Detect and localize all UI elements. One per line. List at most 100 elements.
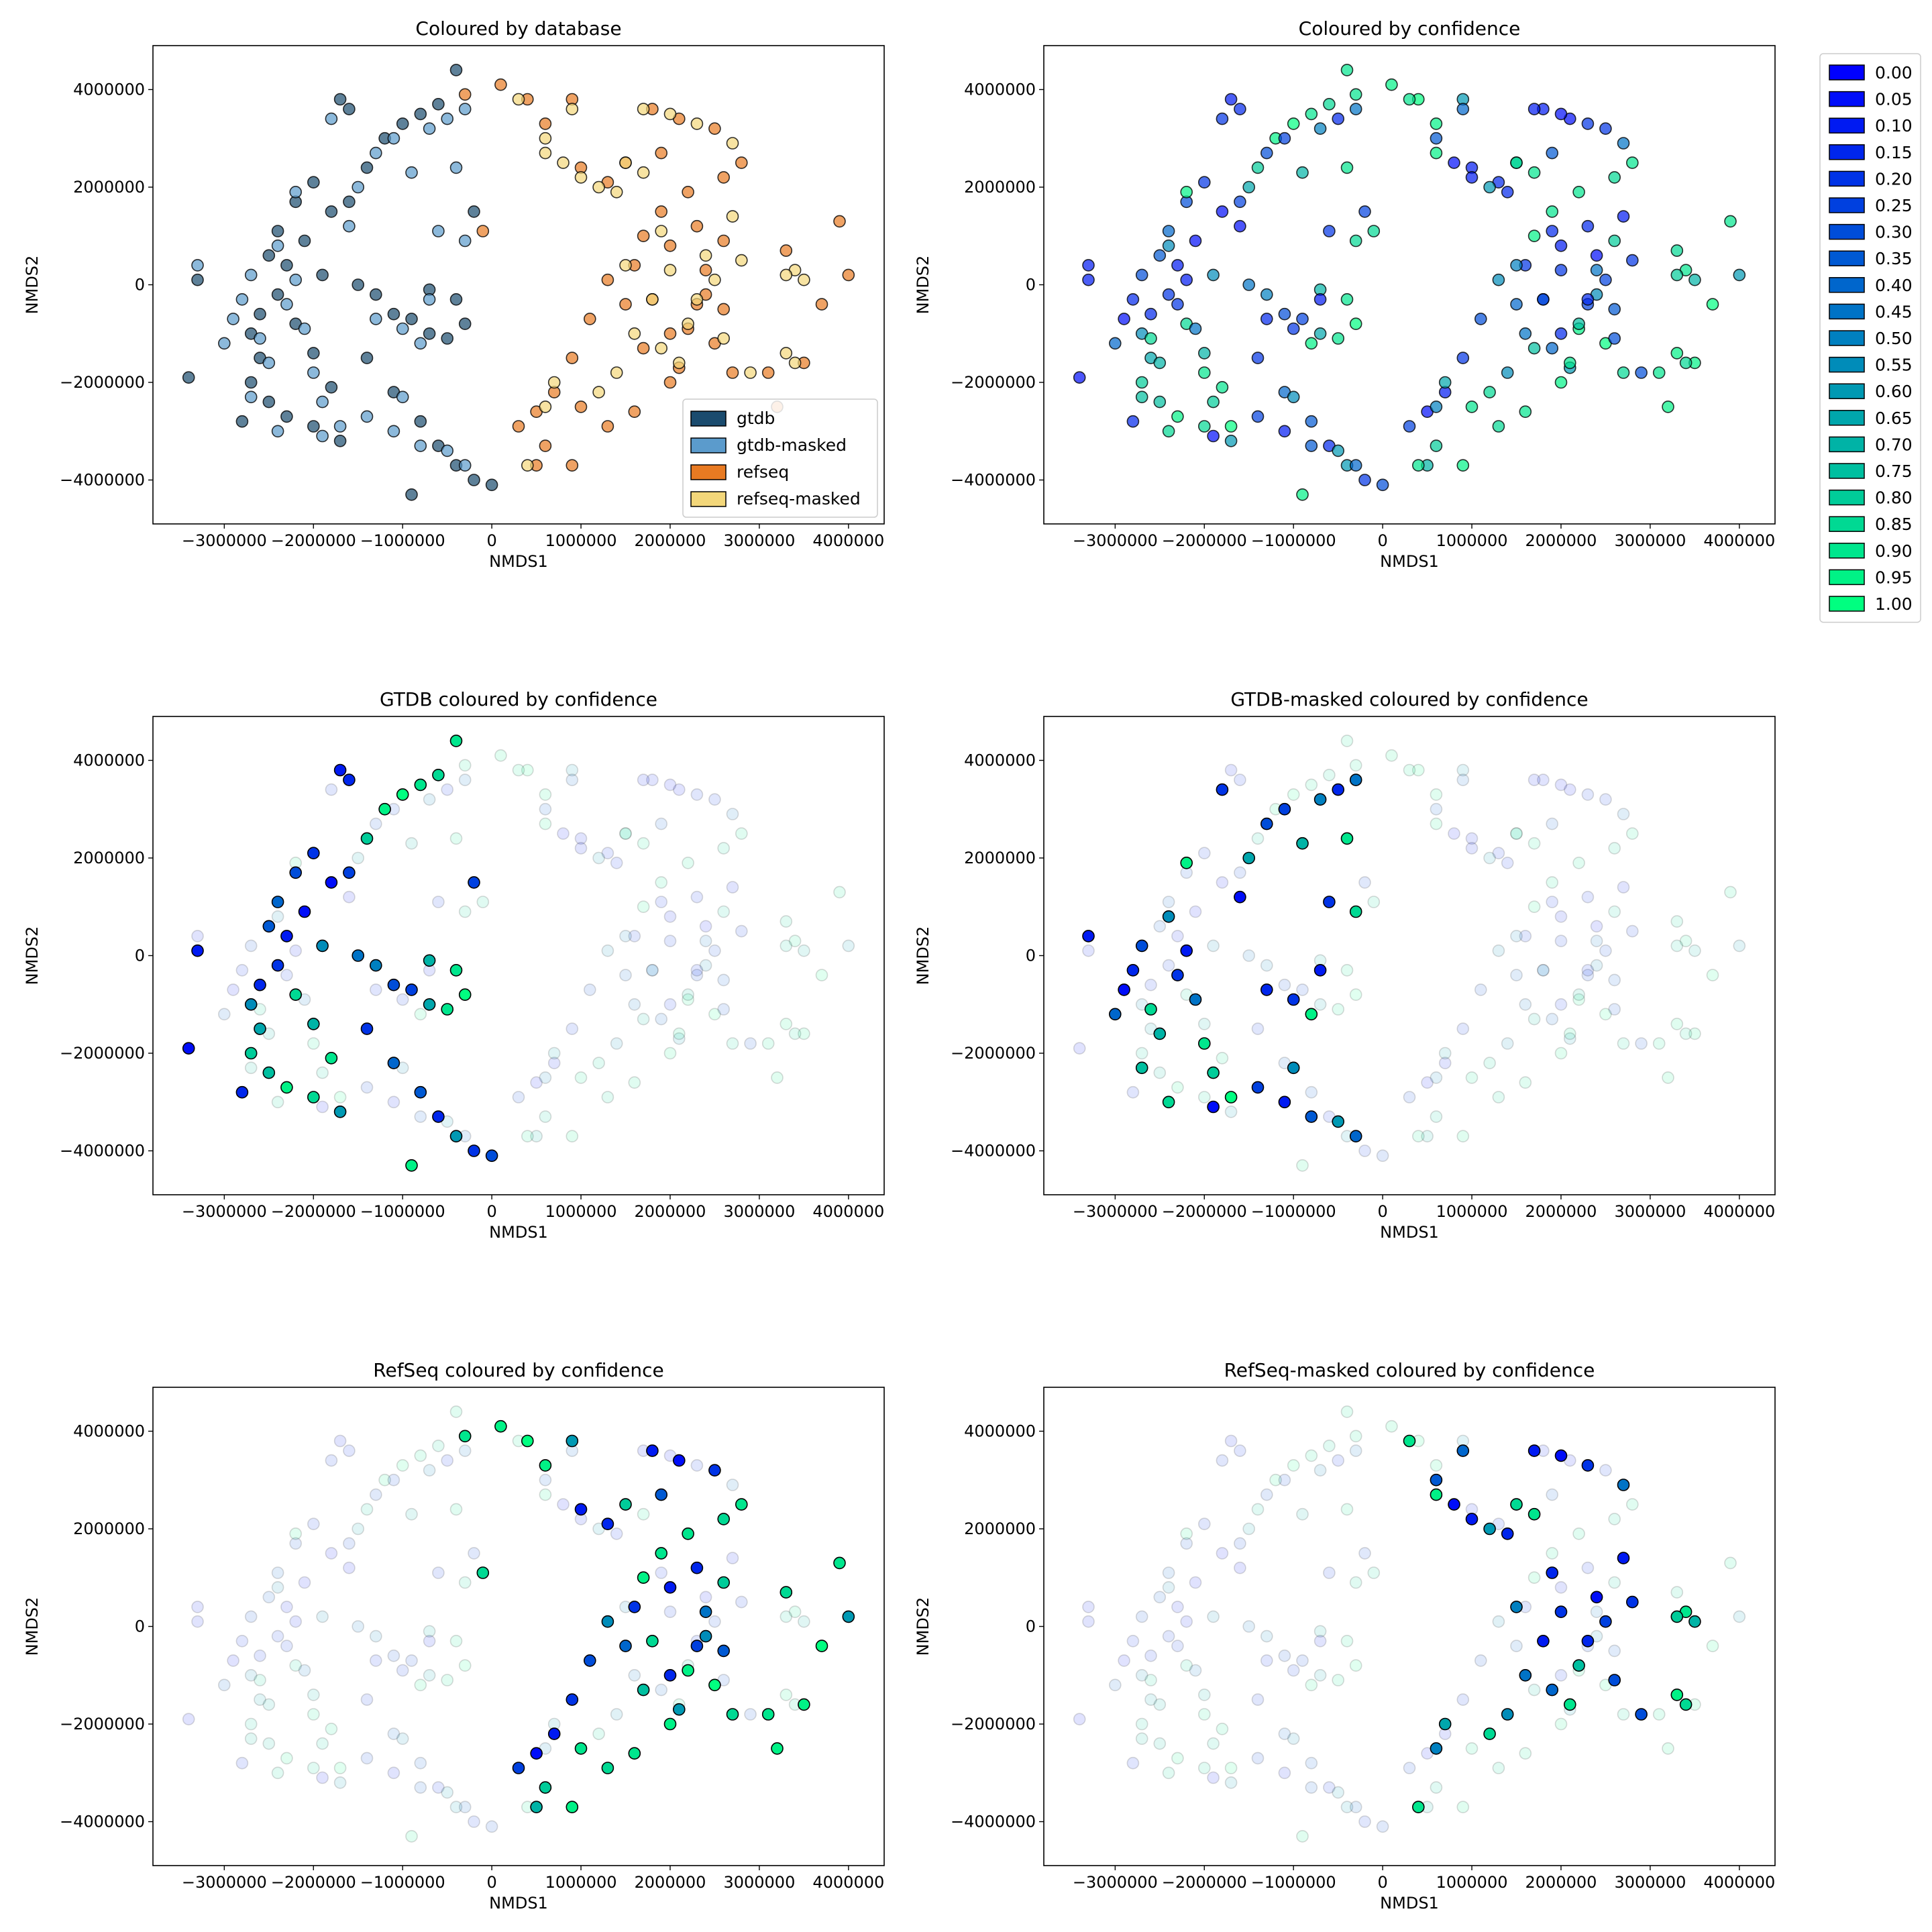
data-point [1519,1076,1532,1089]
data-point [717,303,730,316]
data-point [1278,1649,1291,1662]
x-tick-label: 3000000 [1614,1873,1686,1892]
data-point [601,847,614,859]
data-point [1349,88,1362,101]
data-point [1412,1130,1425,1142]
legend-label: 0.60 [1875,382,1913,401]
data-point [628,1747,641,1760]
data-point [1358,474,1371,486]
data-point [672,1027,686,1040]
x-tick-label: 0 [1377,531,1387,550]
data-point [690,1459,704,1472]
data-point [333,420,347,433]
data-point [1189,1664,1202,1677]
data-point [761,1708,775,1721]
y-tick-label: −4000000 [951,1142,1036,1161]
data-point [1510,827,1523,840]
data-point [449,1801,463,1813]
subplot-title: Coloured by database [415,17,621,40]
data-point [1135,268,1148,282]
subplot-5: −3000000 −2000000 −1000000 0 1000000 2000000 3… [23,1359,885,1913]
data-point [1474,983,1487,996]
data-point [271,896,284,908]
data-point [262,1737,276,1750]
data-point [458,905,472,918]
data-point [405,313,418,325]
data-point [1198,176,1211,189]
data-point [628,405,641,419]
data-point [1546,341,1558,355]
data-point [423,793,436,806]
x-tick-label: 1000000 [545,531,617,550]
data-point [441,1674,454,1686]
data-point [601,944,614,957]
data-point [1581,1459,1595,1472]
x-tick-label: 3000000 [723,1202,795,1221]
data-point [1546,205,1558,218]
data-point [343,195,356,209]
data-point [1234,773,1246,786]
data-point [1073,1713,1086,1725]
legend-label: 0.80 [1875,488,1913,508]
data-point [254,307,266,321]
data-point [468,205,480,218]
x-tick-label: −3000000 [1073,1202,1158,1221]
data-point [1430,1742,1443,1755]
data-point [217,337,231,350]
data-point [1572,993,1585,1006]
data-point [1224,1434,1238,1448]
data-point [414,778,427,792]
data-point [1483,386,1496,398]
legend-label: gtdb [737,409,775,428]
data-point [1340,1405,1354,1418]
data-point [316,429,329,443]
data-point [1234,866,1246,879]
data-point [1448,1498,1460,1511]
legend-label: gtdb-masked [737,435,847,455]
data-point [726,366,739,379]
data-point [449,292,463,306]
data-point [1323,769,1336,782]
data-point [1251,1022,1265,1035]
data-point [414,337,427,350]
data-point [1313,1464,1327,1477]
data-point [1554,934,1568,947]
data-point [1527,166,1541,179]
data-point [637,837,650,850]
data-point [646,292,659,306]
data-point [1109,1678,1122,1692]
x-tick-label: −1000000 [1251,1873,1336,1892]
legend-swatch [1829,569,1865,586]
y-tick-label: 4000000 [964,80,1036,99]
data-point [1296,313,1309,325]
data-point [1332,444,1344,458]
data-point [637,341,650,355]
data-point [1527,341,1541,355]
data-point [441,1454,454,1467]
data-point [833,215,846,228]
data-point [521,1434,534,1448]
data-point [1287,1061,1300,1075]
data-point [1109,1008,1122,1021]
data-point [637,1012,650,1026]
data-point [682,993,694,1006]
data-point [1198,1037,1211,1050]
x-axis-label: NMDS1 [489,1223,548,1242]
y-tick-label: 2000000 [73,178,145,197]
data-point [1313,964,1327,977]
legend-label: 1.00 [1875,594,1913,614]
data-point [1278,978,1291,991]
data-point [726,1037,739,1050]
data-point [1305,1781,1318,1794]
data-point [530,1801,543,1813]
data-point [1385,78,1398,91]
data-point [690,219,704,233]
data-point [1287,788,1300,801]
data-point [1403,93,1416,106]
data-point [396,117,409,130]
data-point [1349,1659,1362,1672]
data-point [1198,1708,1211,1721]
data-point [1581,219,1595,233]
data-point [583,983,596,996]
